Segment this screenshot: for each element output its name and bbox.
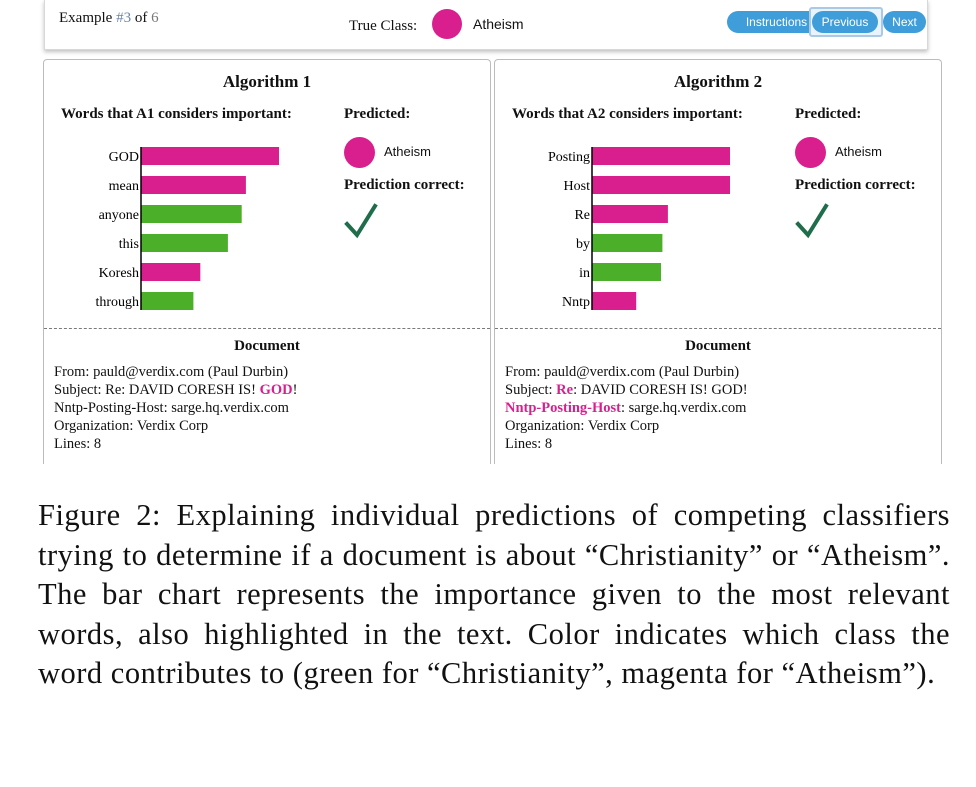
word-label: through [95,295,139,310]
predicted-heading: Predicted: [795,106,862,122]
predicted-heading: Predicted: [344,106,411,122]
word-bar [141,234,228,252]
predicted-class-dot-icon [344,137,375,168]
word-label: in [579,266,590,281]
word-bar [141,147,279,165]
word-label: by [576,237,590,252]
example-of: of [131,10,152,26]
algorithm-2-panel: Algorithm 2 Words that A2 considers impo… [494,59,942,464]
word-label: this [119,237,139,252]
words-heading: Words that A2 considers important: [512,106,743,122]
word-bar [592,234,663,252]
word-label: Re [574,208,590,223]
doc-text: : sarge.hq.verdix.com [621,400,747,416]
highlighted-word: Re [556,382,574,398]
doc-text: : DAVID CORESH IS! GOD! [573,382,748,398]
checkmark-icon [344,203,378,239]
true-class-label: True Class: [349,18,418,34]
doc-line-organization: Organization: Verdix Corp [54,418,209,434]
panel-divider [495,328,941,329]
word-label: mean [109,179,139,194]
example-total: 6 [151,10,159,26]
word-bar [141,205,242,223]
word-label: Nntp [562,295,590,310]
document-text: From: pauld@verdix.com (Paul Durbin) Sub… [505,363,748,453]
word-bar [141,176,246,194]
doc-text: ! [292,382,298,398]
prediction-correct-heading: Prediction correct: [344,177,465,193]
word-bar [592,176,730,194]
document-text: From: pauld@verdix.com (Paul Durbin) Sub… [54,363,297,453]
example-current: #3 [116,10,132,26]
doc-line-from: From: pauld@verdix.com (Paul Durbin) [505,364,740,380]
next-button[interactable]: Next [883,11,926,33]
doc-line-from: From: pauld@verdix.com (Paul Durbin) [54,364,289,380]
predicted-class-value: Atheism [384,144,431,159]
word-importance-chart: GOD mean anyone this Koresh through [95,147,279,310]
word-bar [141,263,201,281]
example-toolbar: Example #3 of 6 True Class: Atheism Inst… [44,0,928,50]
instructions-button[interactable]: Instructions [727,11,826,33]
document-heading: Document [685,338,751,354]
highlighted-word: GOD [259,382,293,398]
doc-line-host: Nntp-Posting-Host: sarge.hq.verdix.com [54,399,297,417]
words-heading: Words that A1 considers important: [61,106,292,122]
doc-text: Subject: Re: DAVID CORESH IS! [54,382,260,398]
prediction-correct-heading: Prediction correct: [795,177,916,193]
word-bar [592,292,637,310]
predicted-class-dot-icon [795,137,826,168]
word-label: GOD [109,150,139,165]
highlighted-word: Nntp-Posting-Host [505,400,622,416]
doc-text: Subject: [505,382,557,398]
figure-caption: Figure 2: Explaining individual predicti… [38,498,950,691]
example-counter: Example #3 of 6 [59,10,159,27]
panel-title: Algorithm 2 [673,72,763,91]
checkmark-icon [795,203,829,239]
panel-title: Algorithm 1 [222,72,312,91]
panel-divider [44,328,490,329]
doc-line-lines: Lines: 8 [54,436,102,452]
document-heading: Document [234,338,300,354]
doc-line-subject: Subject: Re: DAVID CORESH IS! GOD! [505,381,748,399]
true-class-value: Atheism [473,16,524,32]
example-prefix: Example [59,10,117,26]
doc-text: Nntp-Posting-Host: sarge.hq.verdix.com [54,400,289,416]
doc-line-organization: Organization: Verdix Corp [505,418,660,434]
word-label: Host [564,179,591,194]
word-importance-chart: Posting Host Re by in Nntp [548,147,730,310]
word-bar [592,205,668,223]
predicted-class-value: Atheism [835,144,882,159]
algorithm-1-panel: Algorithm 1 Words that A1 considers impo… [43,59,491,464]
doc-line-lines: Lines: 8 [505,436,553,452]
word-label: Koresh [99,266,139,281]
word-bar [592,147,730,165]
word-bar [141,292,194,310]
true-class-dot-icon [432,9,462,39]
word-bar [592,263,661,281]
word-label: anyone [99,208,139,223]
doc-line-host: Nntp-Posting-Host: sarge.hq.verdix.com [505,399,748,417]
doc-line-subject: Subject: Re: DAVID CORESH IS! GOD! [54,381,297,399]
previous-button[interactable]: Previous [812,11,878,33]
word-label: Posting [548,150,590,165]
